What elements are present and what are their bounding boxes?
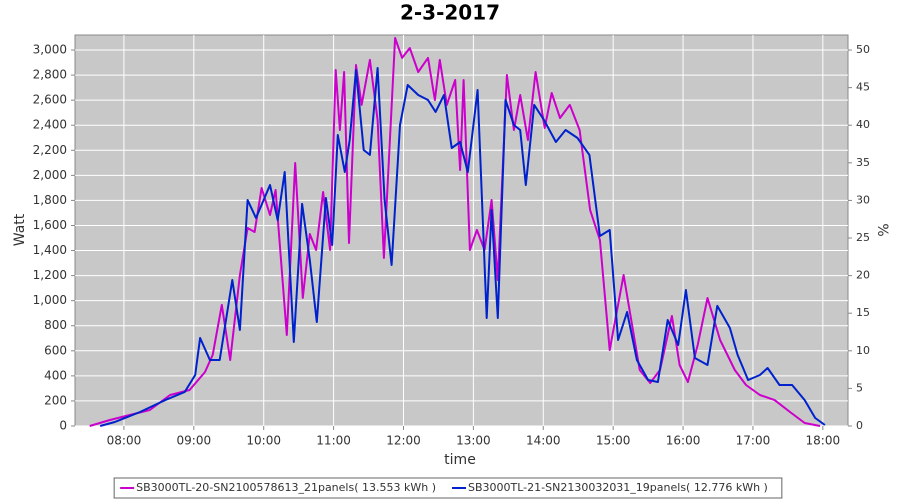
x-tick-label: 17:00 xyxy=(736,434,771,448)
y-tick-label: 3,000 xyxy=(33,43,67,57)
series-line xyxy=(89,37,821,427)
x-tick-label: 15:00 xyxy=(596,434,631,448)
y-tick-label: 2,200 xyxy=(33,143,67,157)
y-tick-label: 2,800 xyxy=(33,68,67,82)
x-tick-label: 12:00 xyxy=(386,434,421,448)
y2-tick-label: 15 xyxy=(856,306,870,319)
series-line xyxy=(99,67,826,427)
y2-axis-label: % xyxy=(874,223,890,236)
plot-area xyxy=(74,34,849,427)
y-tick-label: 2,600 xyxy=(33,93,67,107)
y2-tick-label: 40 xyxy=(856,118,870,131)
chart-title: 2-3-2017 xyxy=(400,1,500,25)
y-tick-label: 1,600 xyxy=(33,218,67,232)
y-tick-label: 1,400 xyxy=(33,243,67,257)
y2-tick-label: 10 xyxy=(856,344,870,357)
y-tick-label: 200 xyxy=(44,393,67,407)
y-tick-label: 400 xyxy=(44,368,67,382)
legend-label: SB3000TL-20-SN2100578613_21panels( 13.55… xyxy=(136,481,436,494)
x-tick-label: 09:00 xyxy=(177,434,212,448)
y2-tick-label: 25 xyxy=(856,231,870,244)
y2-tick-label: 35 xyxy=(856,156,870,169)
y-tick-label: 0 xyxy=(59,419,67,433)
x-axis-label: time xyxy=(444,452,476,468)
y2-tick-label: 20 xyxy=(856,269,870,282)
legend-frame xyxy=(113,477,783,499)
x-tick-label: 18:00 xyxy=(806,434,841,448)
x-tick-label: 14:00 xyxy=(526,434,561,448)
x-tick-label: 13:00 xyxy=(456,434,491,448)
x-tick-label: 10:00 xyxy=(246,434,281,448)
y-axis-label: Watt xyxy=(12,213,28,246)
legend-label: SB3000TL-21-SN2130032031_19panels( 12.77… xyxy=(468,481,768,494)
x-tick-label: 08:00 xyxy=(107,434,142,448)
y-tick-label: 1,800 xyxy=(33,193,67,207)
y-tick-label: 1,200 xyxy=(33,268,67,282)
y-tick-label: 2,400 xyxy=(33,118,67,132)
y2-tick-label: 30 xyxy=(856,193,870,206)
x-tick-label: 16:00 xyxy=(666,434,701,448)
y2-tick-label: 45 xyxy=(856,81,870,94)
y-tick-label: 1,000 xyxy=(33,293,67,307)
y-tick-label: 2,000 xyxy=(33,168,67,182)
y2-tick-label: 50 xyxy=(856,43,870,56)
y-tick-label: 600 xyxy=(44,343,67,357)
y2-tick-label: 5 xyxy=(856,381,863,394)
y2-tick-label: 0 xyxy=(856,419,863,432)
y-tick-label: 800 xyxy=(44,318,67,332)
x-tick-label: 11:00 xyxy=(316,434,351,448)
